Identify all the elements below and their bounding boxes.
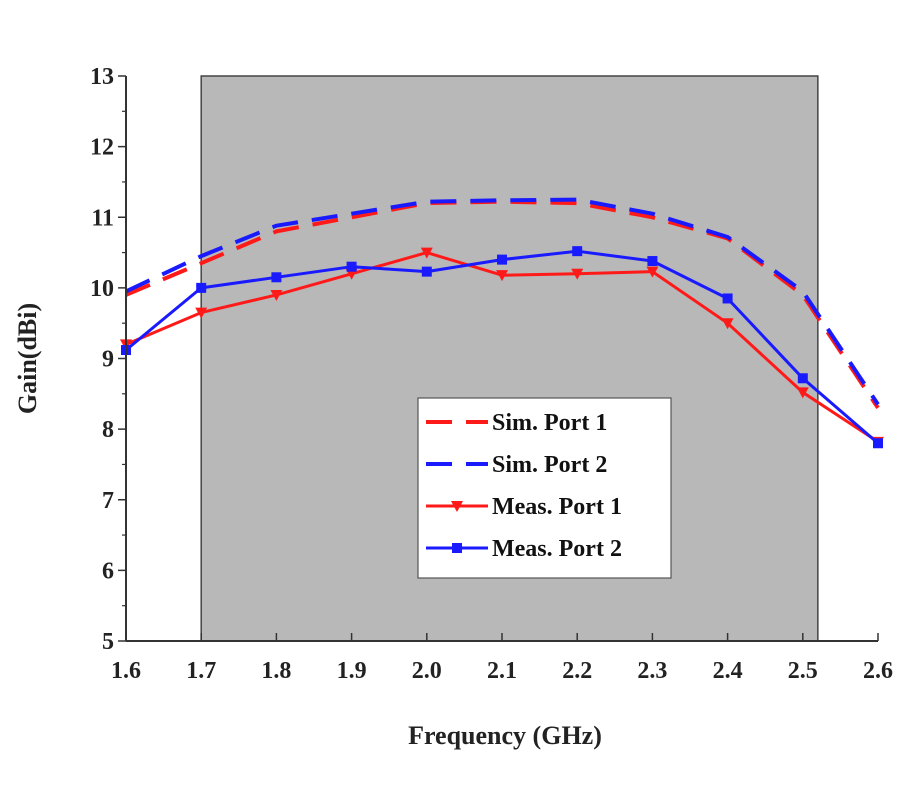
data-point-triangle <box>646 266 659 278</box>
y-axis-title: Gain(dBi) <box>13 303 42 414</box>
legend-swatch-marker <box>451 501 463 512</box>
legend-entry-label: Sim. Port 2 <box>492 452 607 478</box>
data-point-square <box>271 272 282 283</box>
x-tick-label: 2.2 <box>562 658 592 684</box>
y-tick-label: 5 <box>102 629 114 655</box>
legend: Sim. Port 1 Sim. Port 2 Meas. Port 1 Meas. … <box>417 397 672 579</box>
y-tick-label: 13 <box>90 64 114 90</box>
x-tick-label: 2.4 <box>713 658 743 684</box>
x-tick-label: 1.6 <box>111 658 141 684</box>
x-tick-label: 2.6 <box>863 658 893 684</box>
data-point-triangle <box>796 387 809 399</box>
data-point-triangle <box>270 289 283 301</box>
y-tick-label: 6 <box>102 558 114 584</box>
legend-entry-label: Meas. Port 2 <box>492 536 622 562</box>
legend-entry-label: Meas. Port 1 <box>492 494 622 520</box>
legend-swatch-marker <box>452 543 462 553</box>
y-tick-label: 7 <box>102 488 114 514</box>
y-tick-label: 11 <box>91 205 114 231</box>
data-point-square <box>346 261 357 272</box>
y-tick-label: 10 <box>90 276 114 302</box>
data-point-triangle <box>420 247 433 259</box>
data-point-triangle <box>571 268 584 280</box>
y-tick-label: 12 <box>90 135 114 161</box>
y-tick-label: 9 <box>102 347 114 373</box>
y-tick-label: 8 <box>102 417 114 443</box>
x-tick-label: 1.7 <box>186 658 216 684</box>
data-point-square <box>572 246 583 257</box>
x-tick-label: 2.1 <box>487 658 517 684</box>
x-axis-title: Frequency (GHz) <box>408 721 602 750</box>
series-layer <box>120 197 884 449</box>
series-line-2 <box>125 197 880 406</box>
legend-entry-label: Sim. Port 1 <box>492 410 607 436</box>
data-point-square <box>647 256 658 267</box>
data-point-triangle <box>195 307 208 319</box>
data-point-square <box>873 438 883 449</box>
data-point-square <box>421 266 432 277</box>
x-tick-label: 2.3 <box>637 658 667 684</box>
data-point-square <box>722 293 733 304</box>
x-tick-label: 2.5 <box>788 658 818 684</box>
ticks-layer: 1.6 1.7 1.8 1.9 2.0 2.1 2.2 2.3 2.4 2.5 2.6 5 6 7 8 9 10… <box>90 64 893 684</box>
x-tick-label: 1.9 <box>337 658 367 684</box>
x-tick-label: 2.0 <box>412 658 442 684</box>
data-point-triangle <box>496 270 508 282</box>
x-tick-label: 1.8 <box>261 658 291 684</box>
data-point-square <box>797 373 808 384</box>
data-point-triangle <box>721 318 734 330</box>
data-point-square <box>497 254 507 265</box>
data-point-square <box>196 282 207 293</box>
